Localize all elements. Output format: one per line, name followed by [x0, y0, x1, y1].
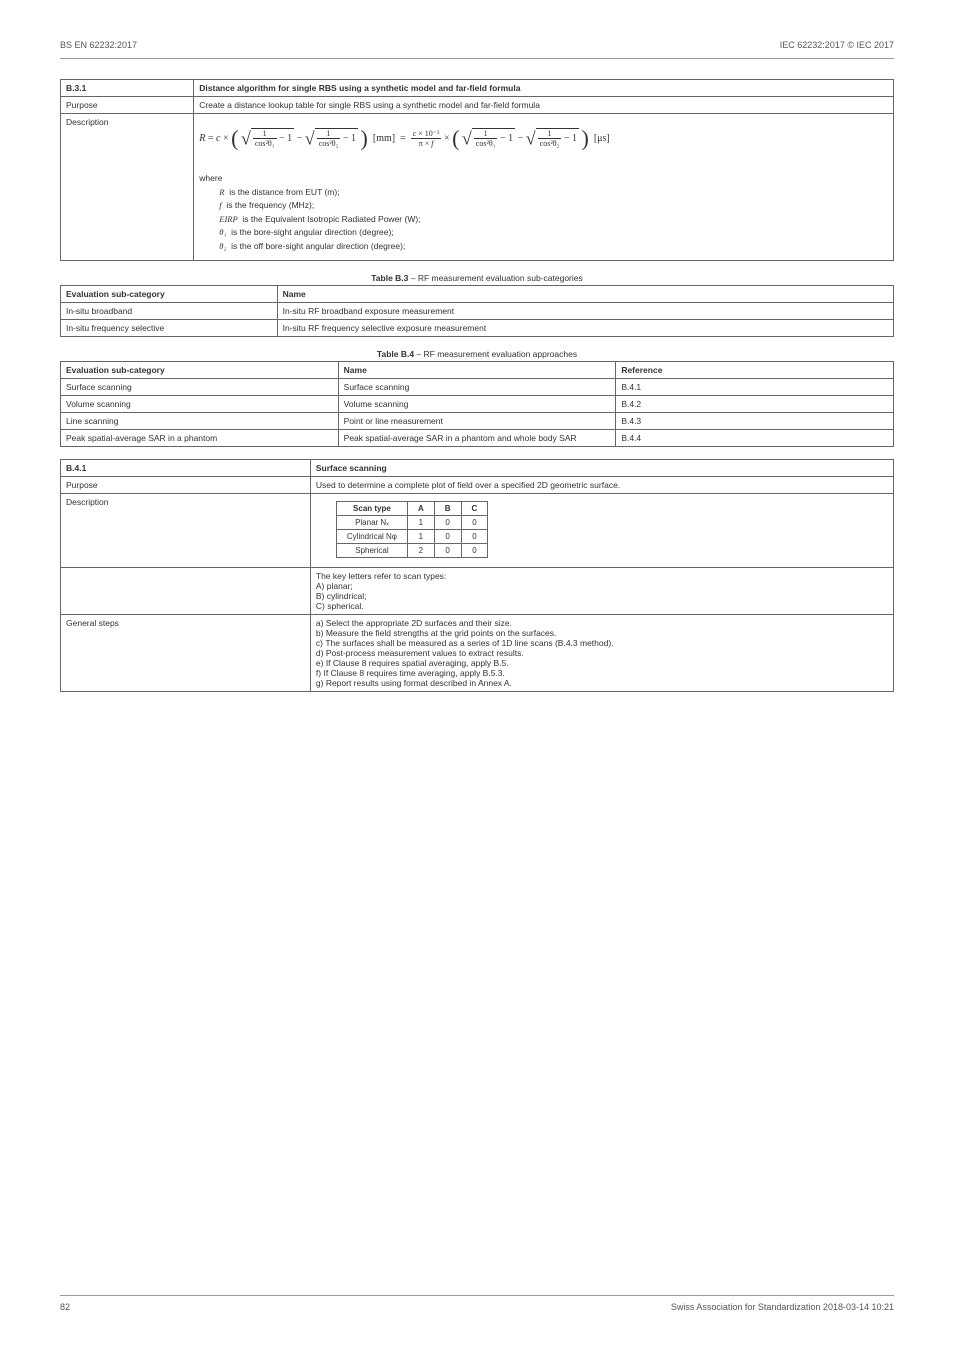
t2-h1: Evaluation sub-category: [61, 285, 278, 302]
header-left: BS EN 62232:2017: [60, 40, 137, 50]
t2-caption: Table B.3 – RF measurement evaluation su…: [60, 273, 894, 283]
table-row: General steps a) Select the appropriate …: [61, 614, 894, 691]
table-b4: Evaluation sub-category Name Reference S…: [60, 361, 894, 447]
footer-left: 82: [60, 1302, 70, 1312]
letters-block: The key letters refer to scan types: A) …: [316, 571, 888, 611]
table-row: Peak spatial-average SAR in a phantomPea…: [61, 429, 894, 446]
inner-scan-table: Scan type A B C Planar Nₓ100 Cylindrical…: [336, 501, 488, 558]
table-row: Cylindrical Nφ100: [336, 529, 487, 543]
table-row: Spherical200: [336, 543, 487, 557]
t3-h1: Evaluation sub-category: [61, 361, 339, 378]
t4-title: Surface scanning: [310, 459, 893, 476]
table-row: Volume scanningVolume scanningB.4.2: [61, 395, 894, 412]
table-row: Purpose Used to determine a complete plo…: [61, 476, 894, 493]
footer-right: Swiss Association for Standardization 20…: [671, 1302, 894, 1312]
table-row: Surface scanningSurface scanningB.4.1: [61, 378, 894, 395]
table-row: In-situ frequency selectiveIn-situ RF fr…: [61, 319, 894, 336]
table-row: In-situ broadbandIn-situ RF broadband ex…: [61, 302, 894, 319]
t1-desc-cell: R = c × ( √ 1cos²θ₁ − 1 − √ 1cos²θ₂ − 1 …: [194, 114, 894, 261]
table-row: The key letters refer to scan types: A) …: [61, 567, 894, 614]
t4-gensteps-label: General steps: [61, 614, 311, 691]
formula: R = c × ( √ 1cos²θ₁ − 1 − √ 1cos²θ₂ − 1 …: [199, 122, 888, 166]
t4-desc-label: Description: [61, 493, 311, 567]
t1-title: Distance algorithm for single RBS using …: [194, 80, 894, 97]
t2-h2: Name: [277, 285, 893, 302]
t4-gensteps-cell: a) Select the appropriate 2D surfaces an…: [310, 614, 893, 691]
t3-h2: Name: [338, 361, 616, 378]
table-b41: B.4.1 Surface scanning Purpose Used to d…: [60, 459, 894, 692]
t3-h3: Reference: [616, 361, 894, 378]
table-row: Description Scan type A B C Planar Nₓ100…: [61, 493, 894, 567]
t3-caption: Table B.4 – RF measurement evaluation ap…: [60, 349, 894, 359]
header-rule: [60, 58, 894, 59]
header-right: IEC 62232:2017 © IEC 2017: [780, 40, 894, 50]
table-row: Line scanningPoint or line measurementB.…: [61, 412, 894, 429]
t1-purpose-text: Create a distance lookup table for singl…: [194, 97, 894, 114]
t4-desc-cell: Scan type A B C Planar Nₓ100 Cylindrical…: [310, 493, 893, 567]
table-formula: B.3.1 Distance algorithm for single RBS …: [60, 79, 894, 261]
table-row: Planar Nₓ100: [336, 515, 487, 529]
t4-ref: B.4.1: [61, 459, 311, 476]
t1-purpose-label: Purpose: [61, 97, 194, 114]
t1-ref: B.3.1: [61, 80, 194, 97]
t1-desc-label: Description: [61, 114, 194, 261]
table-b3: Evaluation sub-category Name In-situ bro…: [60, 285, 894, 337]
t1-where: where R is the distance from EUT (m); f …: [199, 172, 888, 254]
page-footer: 82 Swiss Association for Standardization…: [60, 1295, 894, 1312]
